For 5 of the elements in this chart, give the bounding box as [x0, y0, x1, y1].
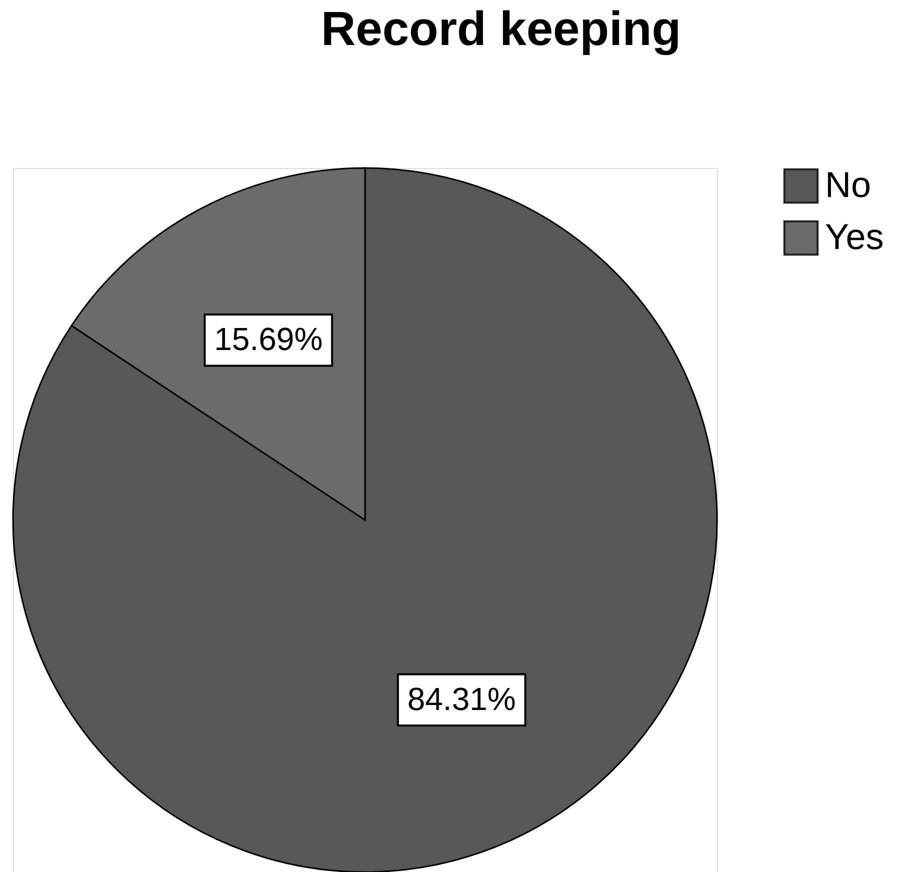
legend-label: Yes: [825, 216, 884, 257]
data-label: 15.69%: [214, 321, 323, 358]
legend-label: No: [825, 164, 872, 205]
chart-title: Record keeping: [320, 3, 682, 56]
data-label: 84.31%: [407, 680, 516, 717]
